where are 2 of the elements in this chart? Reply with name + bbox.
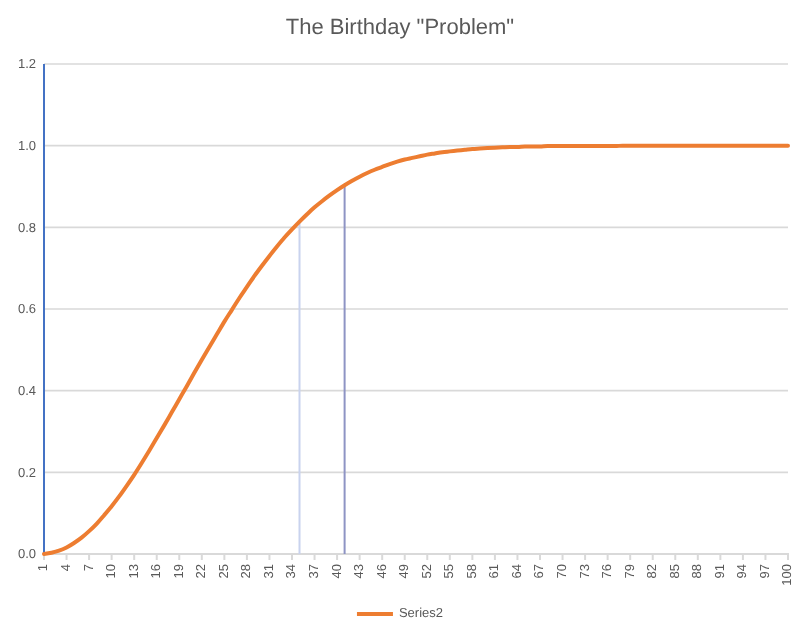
chart-title: The Birthday "Problem" bbox=[285, 16, 515, 40]
line-series bbox=[42, 143, 790, 556]
